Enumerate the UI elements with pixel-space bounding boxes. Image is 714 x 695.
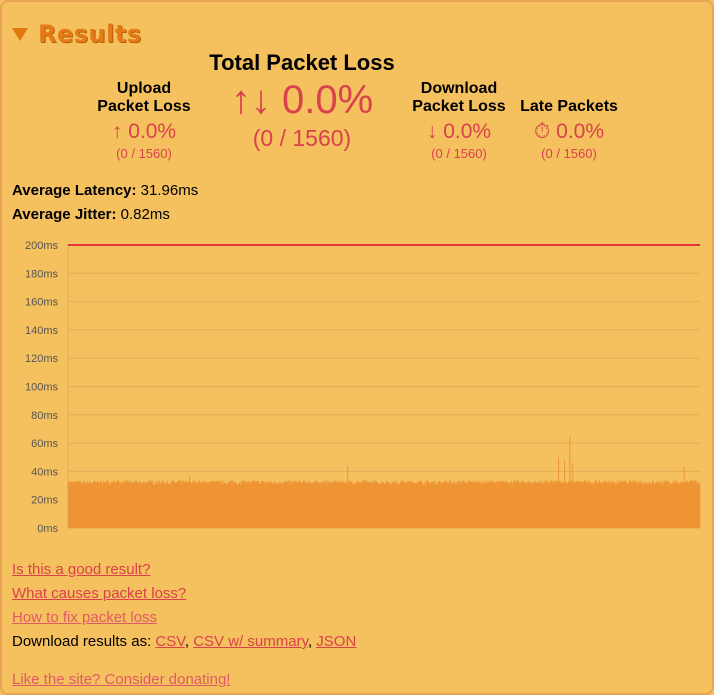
total-count: (0 / 1560) bbox=[252, 125, 352, 151]
total-value: ↑↓ 0.0% bbox=[230, 78, 374, 122]
up-down-arrows-icon: ↑↓ bbox=[230, 78, 271, 122]
upload-label: Upload Packet Loss bbox=[97, 80, 191, 115]
late-label: Late Packets bbox=[520, 98, 618, 115]
y-tick-label: 80ms bbox=[31, 410, 58, 422]
donate-link[interactable]: Like the site? Consider donating! bbox=[12, 671, 231, 688]
csv-summary-link[interactable]: CSV w/ summary bbox=[193, 633, 308, 650]
download-label: Download Packet Loss bbox=[412, 80, 506, 115]
latency-chart: 0ms 20ms 40ms 60ms 80ms 100ms 120ms 140ms 160ms 1… bbox=[25, 240, 701, 535]
y-tick-label: 20ms bbox=[31, 495, 58, 507]
json-link[interactable]: JSON bbox=[316, 633, 357, 650]
y-tick-label: 40ms bbox=[31, 466, 58, 478]
late-value: ⏱ 0.0% bbox=[533, 120, 605, 143]
fix-link[interactable]: How to fix packet loss bbox=[12, 609, 158, 626]
average-jitter: Average Jitter: 0.82ms bbox=[12, 206, 170, 223]
y-tick-label: 140ms bbox=[25, 325, 59, 337]
upload-value: ↑ 0.0% bbox=[111, 120, 177, 143]
collapse-triangle-icon[interactable] bbox=[12, 27, 28, 41]
download-value: ↓ 0.0% bbox=[426, 120, 492, 143]
stopwatch-icon: ⏱ bbox=[533, 120, 551, 143]
total-label: Total Packet Loss bbox=[209, 50, 395, 75]
download-results: Download results as: CSV, CSV w/ summary… bbox=[12, 633, 357, 650]
csv-link[interactable]: CSV bbox=[155, 633, 185, 650]
y-tick-label: 120ms bbox=[25, 353, 59, 365]
up-arrow-icon: ↑ bbox=[111, 120, 123, 143]
late-stat: Late Packets ⏱ 0.0% (0 / 1560) bbox=[516, 98, 622, 161]
y-tick-label: 200ms bbox=[25, 240, 59, 252]
results-header[interactable]: Results bbox=[12, 20, 142, 48]
average-latency: Average Latency: 31.96ms bbox=[12, 182, 199, 199]
down-arrow-icon: ↓ bbox=[426, 120, 438, 143]
upload-count: (0 / 1560) bbox=[116, 146, 172, 161]
results-title: Results bbox=[38, 20, 142, 48]
late-count: (0 / 1560) bbox=[541, 146, 597, 161]
latency-area bbox=[67, 479, 701, 529]
causes-link[interactable]: What causes packet loss? bbox=[12, 585, 187, 602]
upload-stat: Upload Packet Loss ↑ 0.0% (0 / 1560) bbox=[84, 80, 204, 161]
y-tick-label: 0ms bbox=[37, 523, 58, 535]
download-count: (0 / 1560) bbox=[431, 146, 487, 161]
good-result-link[interactable]: Is this a good result? bbox=[12, 561, 151, 578]
links-section: Is this a good result? What causes packe… bbox=[12, 558, 356, 692]
y-tick-label: 160ms bbox=[25, 297, 59, 309]
y-tick-label: 100ms bbox=[25, 382, 59, 394]
y-tick-label: 180ms bbox=[25, 268, 59, 280]
y-tick-label: 60ms bbox=[31, 438, 58, 450]
download-stat: Download Packet Loss ↓ 0.0% (0 / 1560) bbox=[402, 80, 516, 161]
total-stat: Total Packet Loss ↑↓ 0.0% (0 / 1560) bbox=[192, 50, 412, 152]
